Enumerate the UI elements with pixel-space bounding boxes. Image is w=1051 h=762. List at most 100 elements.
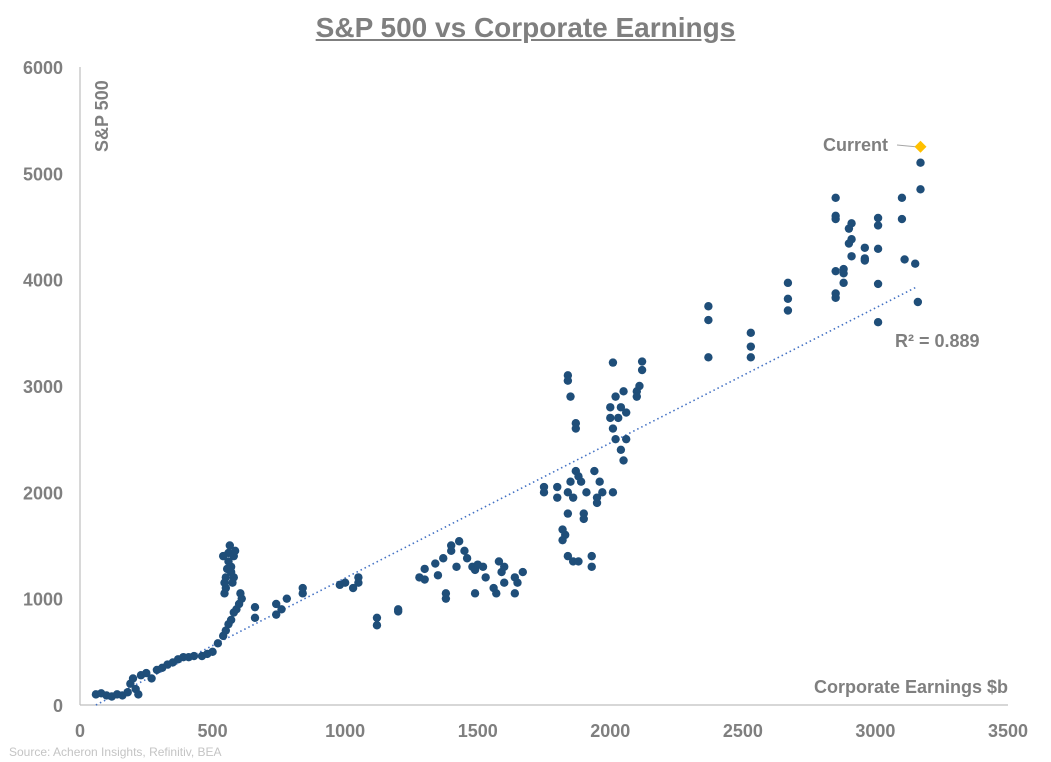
data-point bbox=[431, 559, 440, 568]
data-point bbox=[621, 408, 631, 417]
data-point bbox=[433, 571, 443, 580]
data-point bbox=[462, 554, 472, 563]
data-point bbox=[236, 589, 245, 598]
data-point bbox=[272, 610, 281, 619]
data-point bbox=[539, 488, 549, 497]
data-point bbox=[616, 403, 626, 412]
data-point bbox=[372, 621, 382, 630]
data-point bbox=[213, 639, 223, 648]
y-tick-label: 2000 bbox=[23, 483, 63, 503]
data-point bbox=[590, 466, 599, 476]
data-point bbox=[913, 297, 923, 307]
data-point bbox=[563, 488, 573, 497]
data-point bbox=[746, 328, 756, 338]
data-point bbox=[568, 493, 578, 502]
data-point bbox=[595, 477, 604, 486]
x-tick-label: 500 bbox=[198, 721, 228, 741]
data-point bbox=[510, 589, 520, 598]
data-point bbox=[563, 376, 573, 385]
data-point bbox=[916, 185, 925, 194]
data-point bbox=[553, 493, 562, 502]
current-leader-line bbox=[896, 144, 916, 148]
data-point bbox=[470, 589, 480, 598]
data-point bbox=[340, 578, 350, 587]
current-point-marker bbox=[914, 140, 927, 153]
data-point bbox=[831, 214, 840, 224]
data-point bbox=[566, 477, 575, 486]
current-label: Current bbox=[823, 135, 888, 155]
data-point bbox=[282, 594, 292, 603]
data-point bbox=[563, 551, 573, 561]
x-tick-label: 1500 bbox=[458, 721, 498, 741]
data-point bbox=[460, 546, 469, 556]
data-point bbox=[298, 583, 307, 593]
data-point bbox=[221, 626, 231, 635]
data-point bbox=[579, 514, 588, 524]
data-point bbox=[608, 488, 618, 497]
r-squared-label: R² = 0.889 bbox=[895, 331, 980, 351]
data-point bbox=[873, 318, 883, 327]
data-point bbox=[576, 477, 586, 486]
data-point bbox=[518, 567, 527, 577]
data-point bbox=[873, 213, 883, 223]
data-point bbox=[372, 613, 382, 623]
data-point bbox=[619, 387, 628, 396]
data-point bbox=[911, 259, 920, 268]
data-point bbox=[897, 214, 907, 224]
data-point bbox=[447, 541, 456, 550]
data-point bbox=[873, 244, 883, 254]
data-point bbox=[571, 424, 581, 433]
x-axis-label: Corporate Earnings $b bbox=[814, 677, 1008, 697]
data-point bbox=[128, 674, 138, 683]
data-point bbox=[635, 381, 644, 391]
data-point bbox=[704, 353, 713, 362]
data-point bbox=[619, 456, 628, 465]
data-point bbox=[783, 294, 793, 304]
x-tick-label: 3500 bbox=[988, 721, 1028, 741]
data-point bbox=[218, 551, 228, 561]
data-point bbox=[860, 256, 870, 265]
data-point bbox=[637, 357, 647, 366]
data-point bbox=[250, 602, 260, 612]
data-point bbox=[611, 434, 620, 444]
data-point bbox=[230, 546, 240, 556]
data-point bbox=[783, 278, 793, 288]
data-point bbox=[277, 605, 286, 614]
data-point bbox=[553, 482, 562, 492]
data-point bbox=[441, 594, 451, 603]
data-point bbox=[220, 578, 229, 587]
data-point bbox=[478, 562, 488, 571]
data-point bbox=[847, 252, 856, 261]
data-point bbox=[587, 551, 596, 561]
data-point bbox=[226, 615, 236, 625]
x-tick-label: 1000 bbox=[325, 721, 365, 741]
data-point bbox=[420, 575, 429, 584]
data-point bbox=[637, 365, 647, 375]
data-point bbox=[746, 353, 756, 362]
data-point bbox=[831, 193, 840, 202]
data-point bbox=[574, 557, 583, 566]
data-point bbox=[189, 651, 199, 661]
data-point bbox=[587, 562, 596, 571]
y-axis-label: S&P 500 bbox=[92, 80, 112, 152]
data-point bbox=[348, 583, 358, 593]
data-point bbox=[873, 221, 883, 230]
data-point bbox=[354, 578, 363, 587]
data-point bbox=[598, 488, 607, 497]
data-point bbox=[608, 424, 618, 433]
data-point bbox=[582, 488, 591, 497]
data-point bbox=[563, 509, 573, 518]
data-point bbox=[704, 302, 713, 311]
data-point bbox=[454, 537, 464, 546]
data-point bbox=[492, 589, 501, 598]
data-point bbox=[621, 434, 631, 444]
x-tick-label: 0 bbox=[75, 721, 85, 741]
y-tick-label: 0 bbox=[53, 696, 63, 716]
data-point bbox=[439, 554, 448, 563]
data-point bbox=[839, 278, 848, 288]
data-point bbox=[494, 557, 504, 566]
data-point bbox=[452, 562, 461, 571]
data-point bbox=[616, 445, 626, 454]
data-point bbox=[592, 498, 602, 508]
data-point bbox=[393, 605, 403, 614]
